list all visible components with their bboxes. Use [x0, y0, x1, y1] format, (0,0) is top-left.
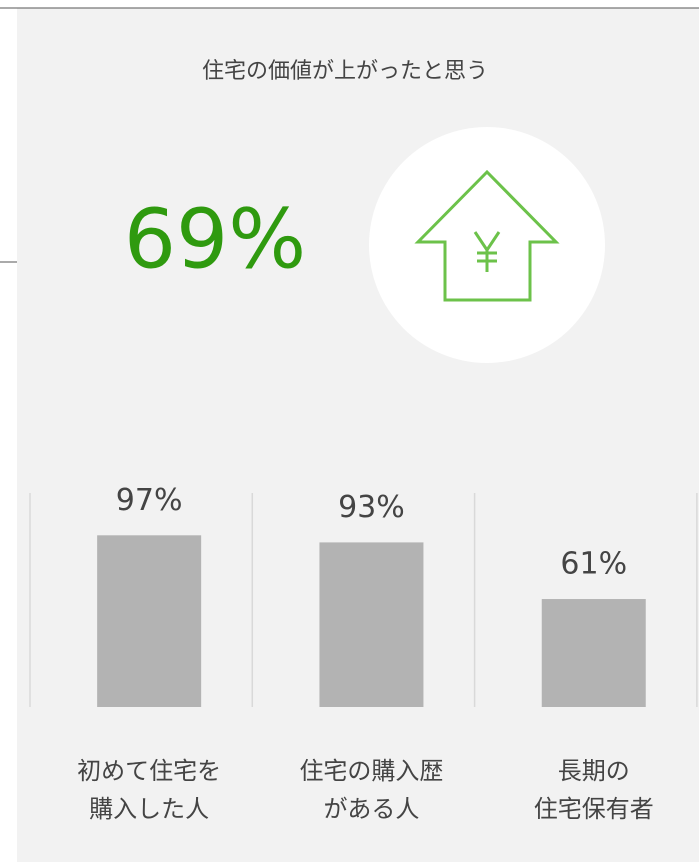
category-label: 初めて住宅を 購入した人 — [77, 757, 222, 823]
headline-value: 69% — [124, 192, 306, 287]
yen-icon — [473, 231, 501, 272]
bar — [97, 535, 202, 707]
bar — [541, 599, 646, 707]
house-icon — [414, 169, 560, 302]
bar-value-label: 97% — [116, 483, 183, 518]
category-label: 住宅の購入歴 がある人 — [299, 757, 444, 823]
bar-value-label: 93% — [338, 490, 405, 525]
icon-circle — [369, 127, 605, 363]
bar-value-label: 61% — [560, 547, 627, 582]
panel — [17, 8, 699, 862]
category-label: 長期の 住宅保有者 — [533, 757, 654, 823]
chart-title: 住宅の価値が上がったと思う — [202, 59, 488, 84]
bar — [319, 542, 424, 707]
